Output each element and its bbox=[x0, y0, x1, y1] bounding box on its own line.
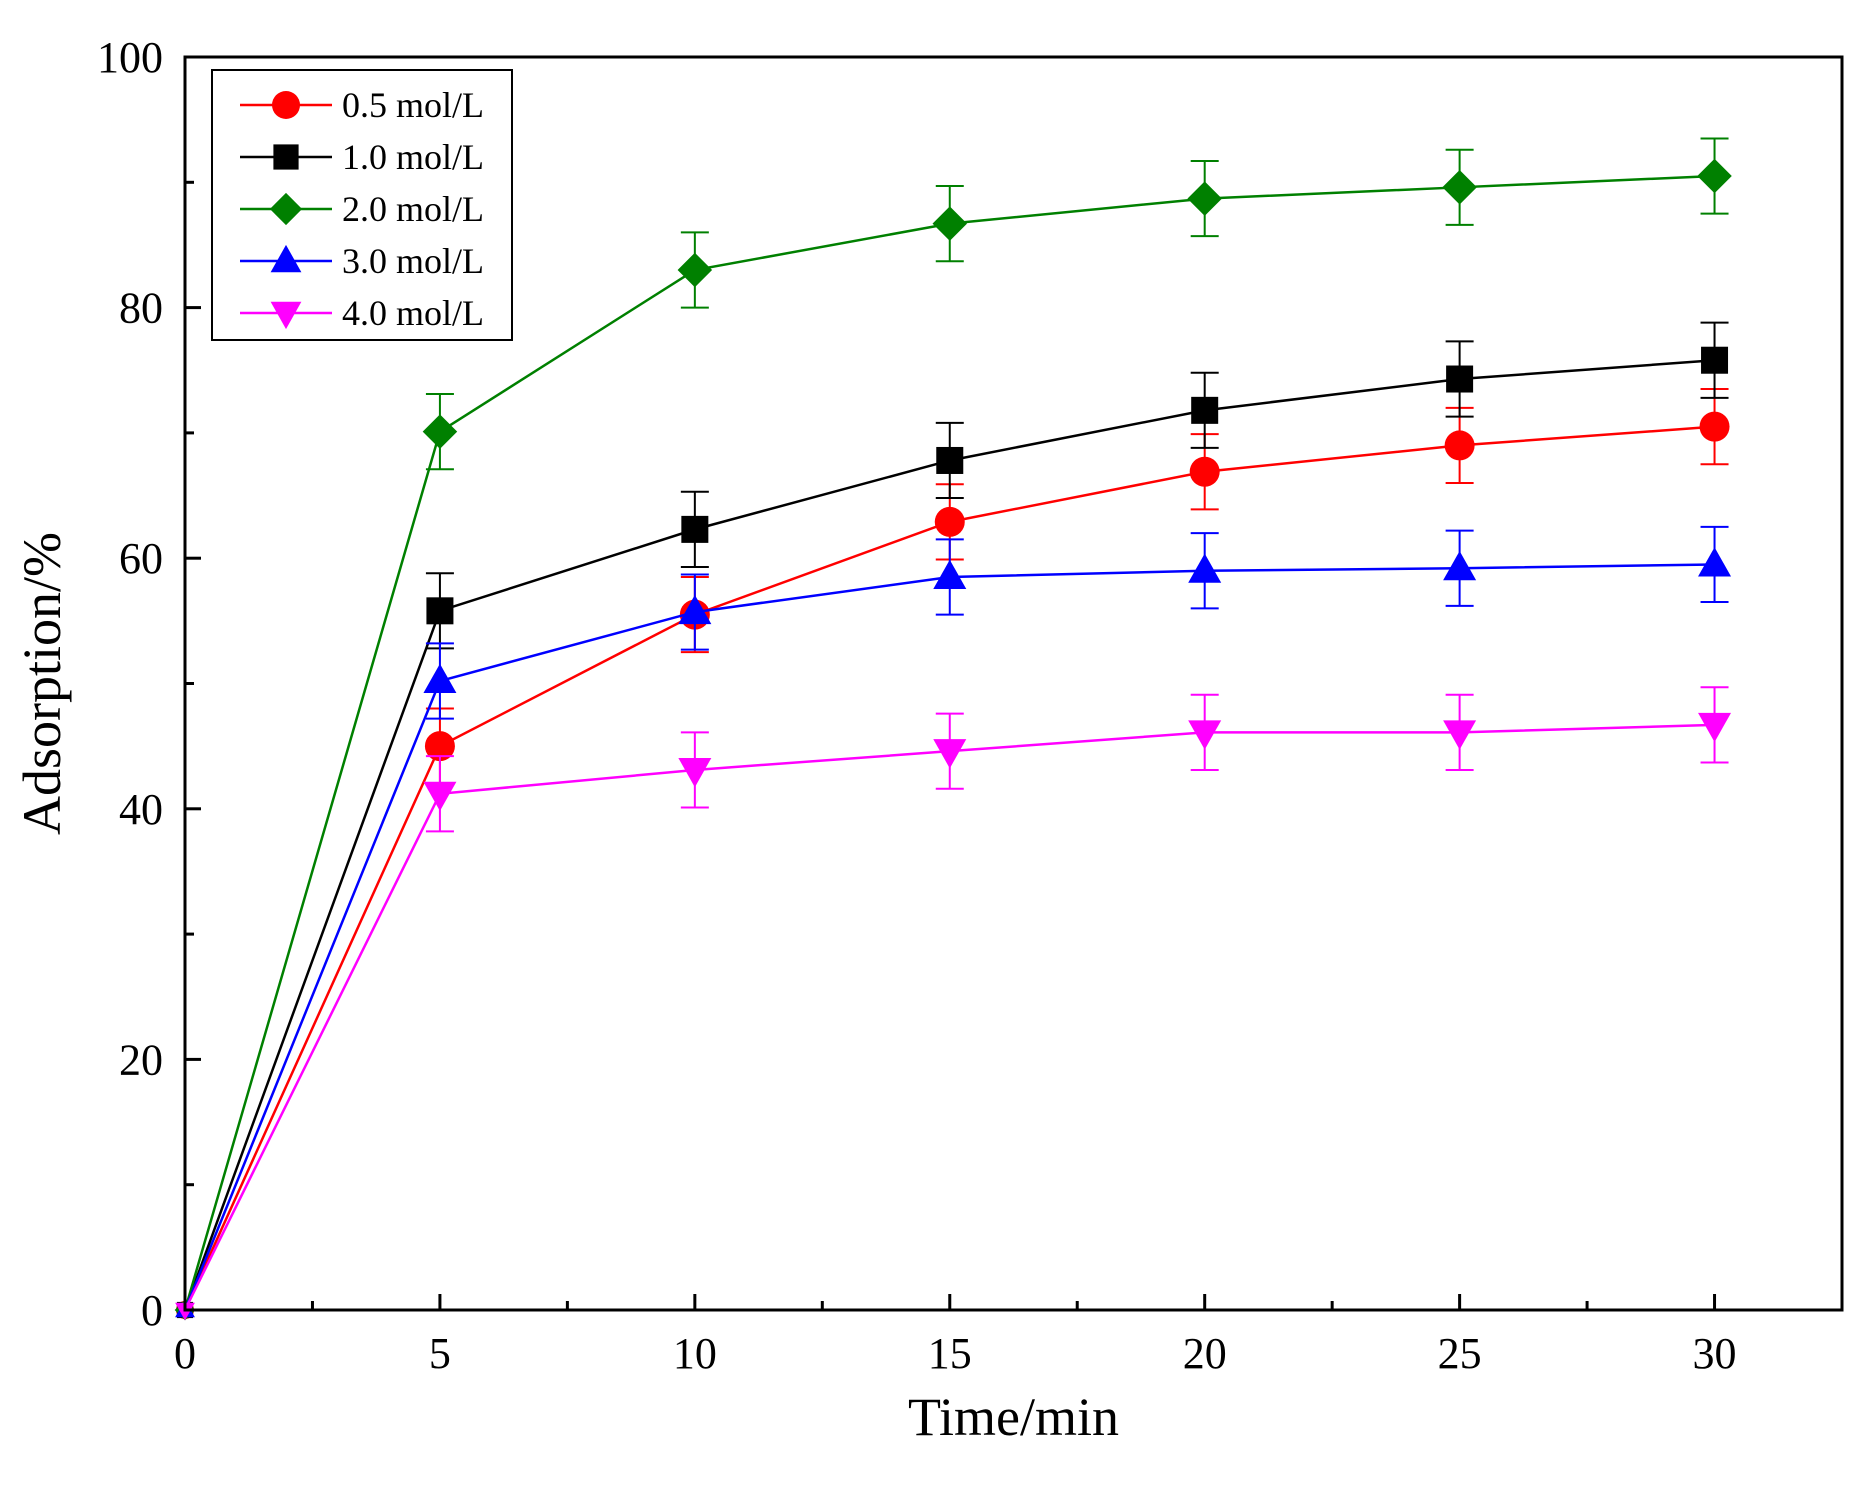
x-tick-label: 30 bbox=[1693, 1329, 1737, 1378]
data-point bbox=[933, 559, 967, 589]
data-point bbox=[1188, 553, 1222, 583]
x-tick-label: 10 bbox=[673, 1329, 717, 1378]
data-point bbox=[426, 597, 454, 625]
x-tick-label: 25 bbox=[1438, 1329, 1482, 1378]
data-point bbox=[934, 506, 965, 537]
y-tick-label: 100 bbox=[97, 33, 163, 82]
legend-box bbox=[211, 69, 513, 341]
legend-label: 1.0 mol/L bbox=[342, 137, 484, 177]
data-point bbox=[423, 781, 457, 812]
data-point bbox=[1446, 365, 1474, 393]
x-tick-label: 20 bbox=[1183, 1329, 1227, 1378]
data-point bbox=[1442, 170, 1477, 205]
data-point bbox=[1699, 411, 1730, 442]
legend-marker bbox=[272, 91, 300, 119]
x-axis-title: Time/min bbox=[908, 1387, 1119, 1447]
data-point bbox=[424, 731, 455, 762]
data-point bbox=[423, 663, 457, 693]
legend-entry: 4.0 mol/L bbox=[240, 293, 484, 333]
data-point bbox=[1698, 712, 1732, 743]
data-point bbox=[1187, 181, 1222, 216]
data-point bbox=[932, 206, 968, 241]
data-point bbox=[1697, 158, 1732, 194]
legend-entry: 1.0 mol/L bbox=[240, 137, 484, 177]
y-tick-label: 40 bbox=[119, 785, 163, 834]
y-tick-label: 80 bbox=[119, 284, 163, 333]
data-point bbox=[677, 252, 713, 288]
data-point bbox=[1443, 550, 1477, 581]
y-tick-label: 20 bbox=[119, 1035, 163, 1084]
series-line bbox=[183, 563, 1715, 1311]
data-point bbox=[1189, 456, 1220, 487]
axis-ticks: 0 5 10 15 20 25 30 0 20 40 60 80 100 bbox=[97, 33, 1737, 1378]
legend-entry: 3.0 mol/L bbox=[240, 241, 484, 281]
data-point bbox=[933, 739, 967, 769]
legend-label: 4.0 mol/L bbox=[342, 293, 484, 333]
legend-entry: 0.5 mol/L bbox=[240, 85, 484, 125]
x-tick-label: 5 bbox=[429, 1329, 451, 1378]
data-point bbox=[936, 446, 964, 474]
data-point bbox=[1701, 346, 1729, 374]
data-point bbox=[1443, 720, 1477, 750]
series-line bbox=[183, 723, 1715, 1311]
data-point bbox=[422, 414, 458, 449]
data-point bbox=[1191, 396, 1219, 424]
y-tick-label: 0 bbox=[141, 1286, 163, 1335]
series-1-0-mol-l bbox=[176, 321, 1729, 1319]
legend: 0.5 mol/L 1.0 mol/L 2.0 mol/L 3.0 mol/L 4.0 … bbox=[211, 69, 513, 341]
legend-label: 3.0 mol/L bbox=[342, 241, 484, 281]
x-tick-label: 0 bbox=[174, 1329, 196, 1378]
data-point bbox=[678, 757, 712, 788]
data-point bbox=[1188, 720, 1222, 750]
series-2-0-mol-l bbox=[174, 137, 1732, 1321]
legend-marker bbox=[273, 144, 299, 170]
data-point bbox=[175, 1302, 195, 1321]
data-point bbox=[681, 515, 709, 543]
legend-marker bbox=[270, 301, 302, 330]
data-point bbox=[678, 594, 712, 625]
x-tick-label: 15 bbox=[928, 1329, 972, 1378]
legend-entry: 2.0 mol/L bbox=[240, 189, 484, 229]
y-axis-title: Adsorption/% bbox=[12, 532, 72, 835]
legend-marker bbox=[269, 192, 303, 226]
data-point bbox=[1444, 430, 1475, 461]
series-layer bbox=[174, 137, 1732, 1321]
legend-label: 0.5 mol/L bbox=[342, 85, 484, 125]
series-3-0-mol-l bbox=[175, 525, 1732, 1318]
y-tick-label: 60 bbox=[119, 534, 163, 583]
series-4-0-mol-l bbox=[175, 686, 1732, 1321]
data-point bbox=[1698, 547, 1732, 577]
legend-label: 2.0 mol/L bbox=[342, 189, 484, 229]
legend-marker bbox=[270, 244, 302, 273]
